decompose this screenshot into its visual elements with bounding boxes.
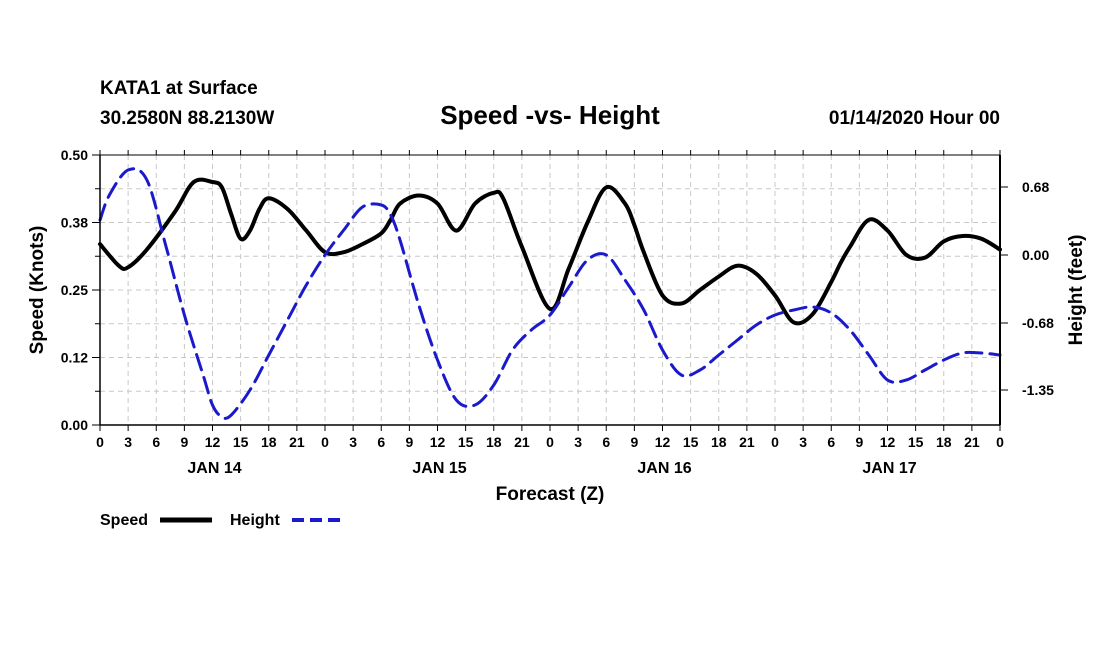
x-tick-label: 6 bbox=[377, 434, 385, 450]
x-tick-label: 3 bbox=[574, 434, 582, 450]
x-day-label: JAN 16 bbox=[637, 460, 691, 477]
y-tick-label: 0.50 bbox=[61, 147, 88, 163]
chart-title: Speed -vs- Height bbox=[440, 100, 660, 130]
x-tick-label: 15 bbox=[458, 434, 474, 450]
x-tick-label: 9 bbox=[855, 434, 863, 450]
x-tick-label: 15 bbox=[908, 434, 924, 450]
series-line-speed bbox=[98, 177, 1002, 326]
legend-height-label: Height bbox=[230, 512, 280, 529]
x-day-label: JAN 17 bbox=[862, 460, 916, 477]
x-tick-label: 0 bbox=[321, 434, 329, 450]
x-tick-label: 9 bbox=[405, 434, 413, 450]
x-tick-label: 12 bbox=[880, 434, 896, 450]
x-tick-label: 12 bbox=[655, 434, 671, 450]
x-tick-label: 0 bbox=[546, 434, 554, 450]
x-tick-label: 9 bbox=[630, 434, 638, 450]
legend-speed-label: Speed bbox=[100, 512, 148, 529]
coordinates-label: 30.2580N 88.2130W bbox=[100, 108, 274, 129]
series-line-height bbox=[98, 167, 1002, 420]
x-day-label: JAN 14 bbox=[187, 460, 241, 477]
x-tick-label: 21 bbox=[514, 434, 530, 450]
station-label: KATA1 at Surface bbox=[100, 78, 258, 99]
x-tick-label: 3 bbox=[349, 434, 357, 450]
x-tick-label: 3 bbox=[799, 434, 807, 450]
x-tick-label: 3 bbox=[124, 434, 132, 450]
datetime-label: 01/14/2020 Hour 00 bbox=[829, 108, 1000, 129]
y-axis-label: Speed (Knots) bbox=[27, 226, 48, 355]
x-day-label: JAN 15 bbox=[412, 460, 466, 477]
x-tick-label: 6 bbox=[602, 434, 610, 450]
x-tick-label: 21 bbox=[964, 434, 980, 450]
x-tick-label: 15 bbox=[233, 434, 249, 450]
grid bbox=[99, 154, 1001, 426]
y2-tick-label: 0.68 bbox=[1022, 179, 1049, 195]
x-tick-label: 18 bbox=[486, 434, 502, 450]
y2-tick-label: -0.68 bbox=[1022, 315, 1054, 331]
x-tick-label: 18 bbox=[711, 434, 727, 450]
x-tick-label: 6 bbox=[152, 434, 160, 450]
x-tick-label: 0 bbox=[771, 434, 779, 450]
x-tick-label: 15 bbox=[683, 434, 699, 450]
x-tick-label: 18 bbox=[936, 434, 952, 450]
y2-tick-label: 0.00 bbox=[1022, 247, 1049, 263]
x-tick-label: 18 bbox=[261, 434, 277, 450]
axes: 0 3 6 9 12 15 18 21 0 3 6 9 12 15 18 21 0 3 6 9 12 15 18 21 0 3 6 9… bbox=[61, 147, 1054, 477]
x-tick-label: 21 bbox=[289, 434, 305, 450]
y-tick-label: 0.00 bbox=[61, 417, 88, 433]
y-tick-label: 0.12 bbox=[61, 350, 88, 366]
x-tick-label: 0 bbox=[996, 434, 1004, 450]
series-layer bbox=[98, 167, 1002, 420]
x-tick-label: 12 bbox=[430, 434, 446, 450]
y-tick-label: 0.38 bbox=[61, 215, 88, 231]
y2-axis-label: Height (feet) bbox=[1066, 235, 1087, 346]
y-tick-label: 0.25 bbox=[61, 282, 88, 298]
x-tick-label: 21 bbox=[739, 434, 755, 450]
y2-tick-label: -1.35 bbox=[1022, 382, 1054, 398]
x-tick-label: 9 bbox=[180, 434, 188, 450]
x-tick-label: 12 bbox=[205, 434, 221, 450]
x-tick-label: 0 bbox=[96, 434, 104, 450]
legend: Speed Height bbox=[100, 512, 342, 529]
x-tick-label: 6 bbox=[827, 434, 835, 450]
x-axis-label: Forecast (Z) bbox=[496, 484, 605, 505]
